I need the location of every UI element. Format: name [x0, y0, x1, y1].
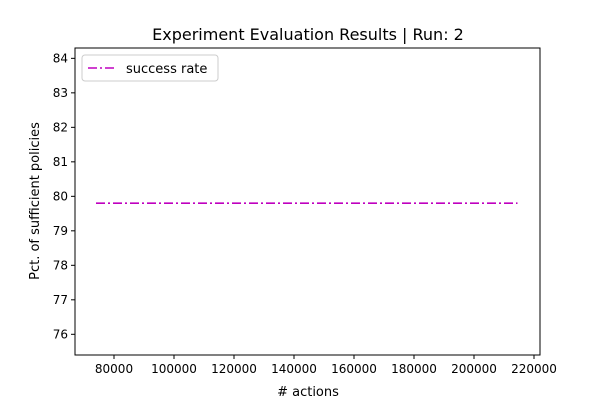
x-tick-label-2: 120000: [211, 362, 257, 376]
legend-box: [81, 54, 219, 82]
y-tick-label-7: 83: [53, 86, 68, 100]
y-tick-label-0: 76: [53, 327, 68, 341]
x-tick-label-1: 100000: [151, 362, 197, 376]
x-axis-label: # actions: [277, 385, 339, 400]
x-tick-label-6: 200000: [451, 362, 497, 376]
y-tick-label-2: 78: [53, 258, 68, 272]
legend-label-success-rate: success rate: [126, 62, 207, 77]
x-tick-label-4: 160000: [331, 362, 377, 376]
x-tick-label-3: 140000: [271, 362, 317, 376]
y-tick-label-8: 84: [53, 51, 68, 65]
y-tick-label-3: 79: [53, 224, 68, 238]
x-tick-label-7: 220000: [511, 362, 557, 376]
y-tick-label-5: 81: [53, 155, 68, 169]
y-tick-label-4: 80: [53, 189, 68, 203]
y-tick-label-1: 77: [53, 293, 68, 307]
chart-title: Experiment Evaluation Results | Run: 2: [152, 25, 464, 44]
x-tick-label-5: 180000: [391, 362, 437, 376]
axes-frame: [74, 47, 541, 356]
y-axis-label: Pct. of sufficient policies: [28, 122, 43, 280]
y-tick-label-6: 82: [53, 120, 68, 134]
plot-area: 80000 100000 120000 140000 160000 180000 20000…: [53, 47, 557, 376]
x-tick-label-0: 80000: [95, 362, 133, 376]
legend: success rate: [81, 54, 219, 82]
